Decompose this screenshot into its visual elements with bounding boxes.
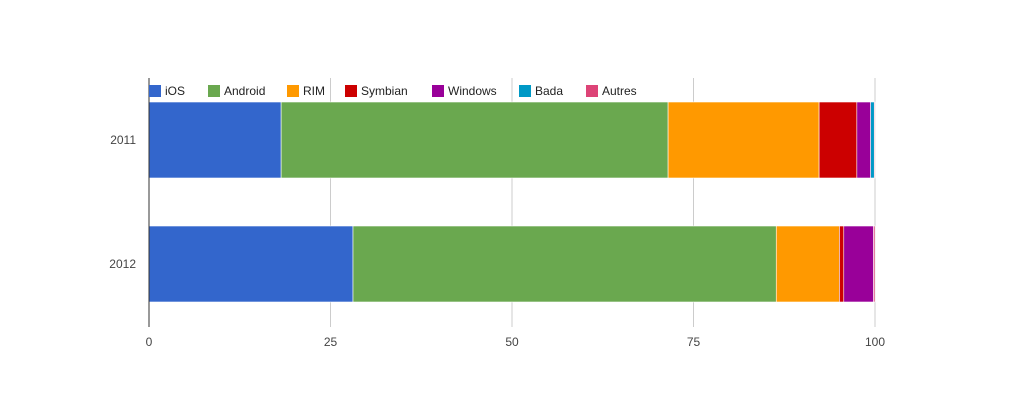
legend-item-windows[interactable]: Windows <box>432 84 497 98</box>
legend-swatch <box>208 85 220 97</box>
legend-swatch <box>519 85 531 97</box>
bar-rim-2012[interactable] <box>775 225 840 303</box>
y-tick-label-2011: 2011 <box>110 133 136 147</box>
bar-ios-2012[interactable] <box>148 225 354 303</box>
legend-item-autres[interactable]: Autres <box>586 84 637 98</box>
legend-swatch <box>432 85 444 97</box>
legend-item-ios[interactable]: iOS <box>149 84 185 98</box>
legend-label: Windows <box>448 84 497 98</box>
bar-bada-2011[interactable] <box>870 101 875 179</box>
bars <box>148 101 876 303</box>
legend-label: iOS <box>165 84 185 98</box>
bar-android-2011[interactable] <box>280 101 669 179</box>
legend-item-rim[interactable]: RIM <box>287 84 325 98</box>
bar-autres-2011[interactable] <box>873 101 876 179</box>
legend-item-symbian[interactable]: Symbian <box>345 84 408 98</box>
legend-label: Bada <box>535 84 563 98</box>
legend-label: Autres <box>602 84 637 98</box>
x-tick-label: 75 <box>687 335 701 349</box>
y-tick-label-2012: 2012 <box>109 257 136 271</box>
legend-label: Android <box>224 84 265 98</box>
bar-autres-2012[interactable] <box>873 225 876 303</box>
legend-swatch <box>287 85 299 97</box>
x-tick-label: 25 <box>324 335 338 349</box>
bar-rim-2011[interactable] <box>667 101 820 179</box>
legend-label: RIM <box>303 84 325 98</box>
legend-label: Symbian <box>361 84 408 98</box>
legend-swatch <box>149 85 161 97</box>
bar-windows-2011[interactable] <box>856 101 871 179</box>
legend[interactable]: iOS Android RIM Symbian Windows Bada Autres <box>149 84 637 98</box>
bar-android-2012[interactable] <box>352 225 777 303</box>
x-tick-label: 100 <box>865 335 885 349</box>
x-tick-labels: 0 25 50 75 100 <box>146 335 886 349</box>
bar-ios-2011[interactable] <box>148 101 282 179</box>
legend-item-android[interactable]: Android <box>208 84 265 98</box>
x-tick-label: 0 <box>146 335 153 349</box>
legend-item-bada[interactable]: Bada <box>519 84 563 98</box>
legend-swatch <box>345 85 357 97</box>
x-tick-label: 50 <box>505 335 519 349</box>
legend-swatch <box>586 85 598 97</box>
y-tick-labels: 2011 2012 <box>109 133 136 271</box>
bar-symbian-2011[interactable] <box>818 101 858 179</box>
bar-symbian-2012[interactable] <box>839 225 845 303</box>
bar-windows-2012[interactable] <box>843 225 874 303</box>
